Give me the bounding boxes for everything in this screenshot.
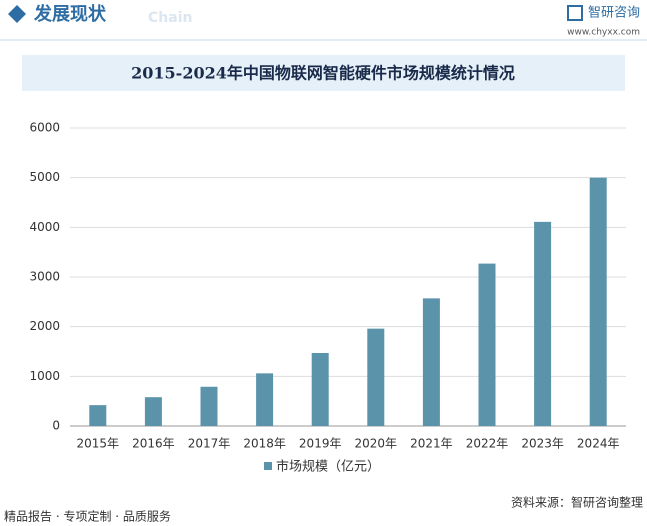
y-tick-label: 2000 — [29, 319, 60, 333]
legend-label: 市场规模（亿元） — [276, 459, 380, 475]
header-icon — [8, 5, 26, 23]
x-tick-label: 2015年 — [77, 437, 120, 451]
bar — [256, 373, 274, 426]
brand-name: 智研咨询 — [588, 6, 640, 21]
brand-logo — [567, 5, 583, 21]
y-tick-label: 1000 — [29, 369, 60, 383]
bar — [89, 405, 107, 426]
x-tick-label: 2024年 — [577, 437, 620, 451]
bar — [478, 263, 496, 426]
y-tick-label: 6000 — [29, 121, 60, 135]
x-tick-label: 2022年 — [466, 437, 509, 451]
bar — [200, 386, 218, 426]
bar — [534, 221, 552, 426]
bar — [422, 298, 440, 426]
legend-swatch — [264, 462, 272, 470]
section-en: Chain — [148, 10, 192, 26]
x-tick-label: 2019年 — [299, 437, 342, 451]
bar — [311, 352, 329, 426]
y-tick-label: 5000 — [29, 170, 60, 184]
section-title: 发展现状 — [33, 3, 107, 25]
plot: 0 1000 2000 3000 4000 5000 6000 2015年 2016年 2017年… — [29, 121, 626, 475]
y-tick-label: 4000 — [29, 220, 60, 234]
x-tick-label: 2023年 — [521, 437, 564, 451]
y-tick-label: 0 — [52, 419, 60, 433]
footer-left: 精品报告 · 专项定制 · 品质服务 — [4, 509, 171, 524]
bar — [144, 397, 162, 426]
source: 资料来源：智研咨询整理 — [511, 495, 643, 510]
x-tick-label: 2016年 — [132, 437, 175, 451]
bar — [367, 328, 385, 426]
brand-url: www.chyxx.com — [567, 28, 640, 38]
title-banner — [22, 55, 625, 91]
chart-title: 2015-2024年中国物联网智能硬件市场规模统计情况 — [131, 64, 515, 83]
x-tick-label: 2017年 — [188, 437, 231, 451]
bar — [589, 177, 607, 426]
footer-bg — [0, 506, 647, 526]
y-tick-label: 3000 — [29, 270, 60, 284]
x-tick-label: 2020年 — [355, 437, 398, 451]
x-tick-label: 2018年 — [243, 437, 286, 451]
x-tick-label: 2021年 — [410, 437, 453, 451]
